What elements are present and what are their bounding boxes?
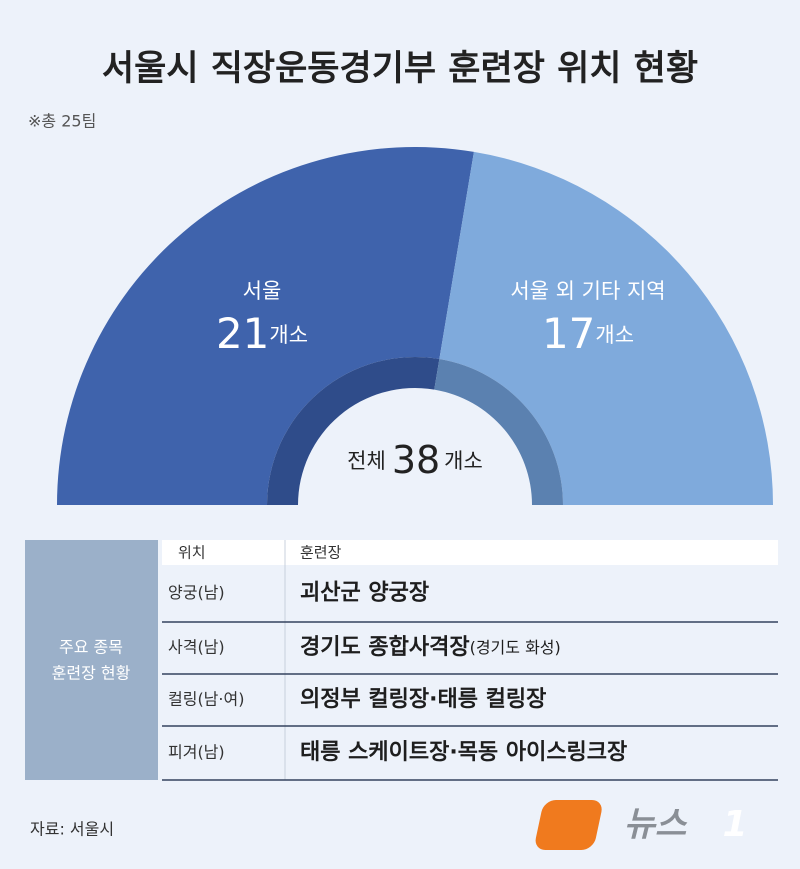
value-label: 17개소 bbox=[542, 309, 634, 358]
value-unit: 개소 bbox=[269, 323, 308, 347]
venue-note: (경기도 화성) bbox=[470, 638, 561, 657]
venue-name: 경기도 종합사격장 bbox=[300, 634, 470, 660]
total-caption: 전체 bbox=[347, 449, 386, 473]
total-unit: 개소 bbox=[444, 449, 483, 473]
chart-title: 서울시 직장운동경기부 훈련장 위치 현황 bbox=[102, 49, 698, 89]
venue-name: 의정부 컬링장·태릉 컬링장 bbox=[300, 687, 546, 712]
venue-cell: 경기도 종합사격장(경기도 화성) bbox=[300, 634, 561, 660]
logo-name: 뉴스 bbox=[624, 805, 688, 845]
side-label: 훈련장 현황 bbox=[52, 664, 131, 683]
logo-mark: 1 bbox=[722, 804, 747, 845]
venue-cell: 태릉 스케이트장·목동 아이스링크장 bbox=[300, 740, 627, 765]
total-label: 전체 38 개소 bbox=[347, 438, 483, 482]
value-unit: 개소 bbox=[595, 323, 634, 347]
slice bbox=[439, 151, 773, 505]
slice-ring bbox=[434, 359, 563, 505]
slice-ring bbox=[267, 356, 440, 505]
header-cell: 위치 bbox=[178, 544, 206, 562]
header-row bbox=[162, 540, 778, 565]
value-number: 17 bbox=[542, 309, 595, 358]
slice bbox=[57, 147, 474, 506]
source: 자료: 서울시 bbox=[30, 820, 114, 839]
venue-cell: 의정부 컬링장·태릉 컬링장 bbox=[300, 687, 546, 712]
slice-label: 서울 외 기타 지역 bbox=[510, 279, 665, 303]
subtitle: ※총 25팀 bbox=[28, 112, 96, 131]
side-box bbox=[25, 540, 158, 780]
logo-badge bbox=[535, 800, 602, 850]
header-cell: 훈련장 bbox=[300, 544, 342, 562]
event-cell: 양궁(남) bbox=[168, 583, 225, 602]
event-cell: 사격(남) bbox=[168, 638, 225, 657]
value-label: 21개소 bbox=[216, 309, 308, 358]
venue-name: 괴산군 양궁장 bbox=[300, 581, 429, 606]
total-number: 38 bbox=[392, 438, 440, 482]
event-cell: 피겨(남) bbox=[168, 743, 225, 762]
value-number: 21 bbox=[216, 309, 269, 358]
event-cell: 컬링(남·여) bbox=[168, 690, 244, 709]
side-label: 주요 종목 bbox=[59, 638, 123, 657]
slice-label: 서울 bbox=[243, 279, 282, 303]
logo: 뉴스 1 bbox=[535, 800, 748, 850]
venue-cell: 괴산군 양궁장 bbox=[300, 581, 429, 606]
venue-name: 태릉 스케이트장·목동 아이스링크장 bbox=[300, 740, 627, 765]
